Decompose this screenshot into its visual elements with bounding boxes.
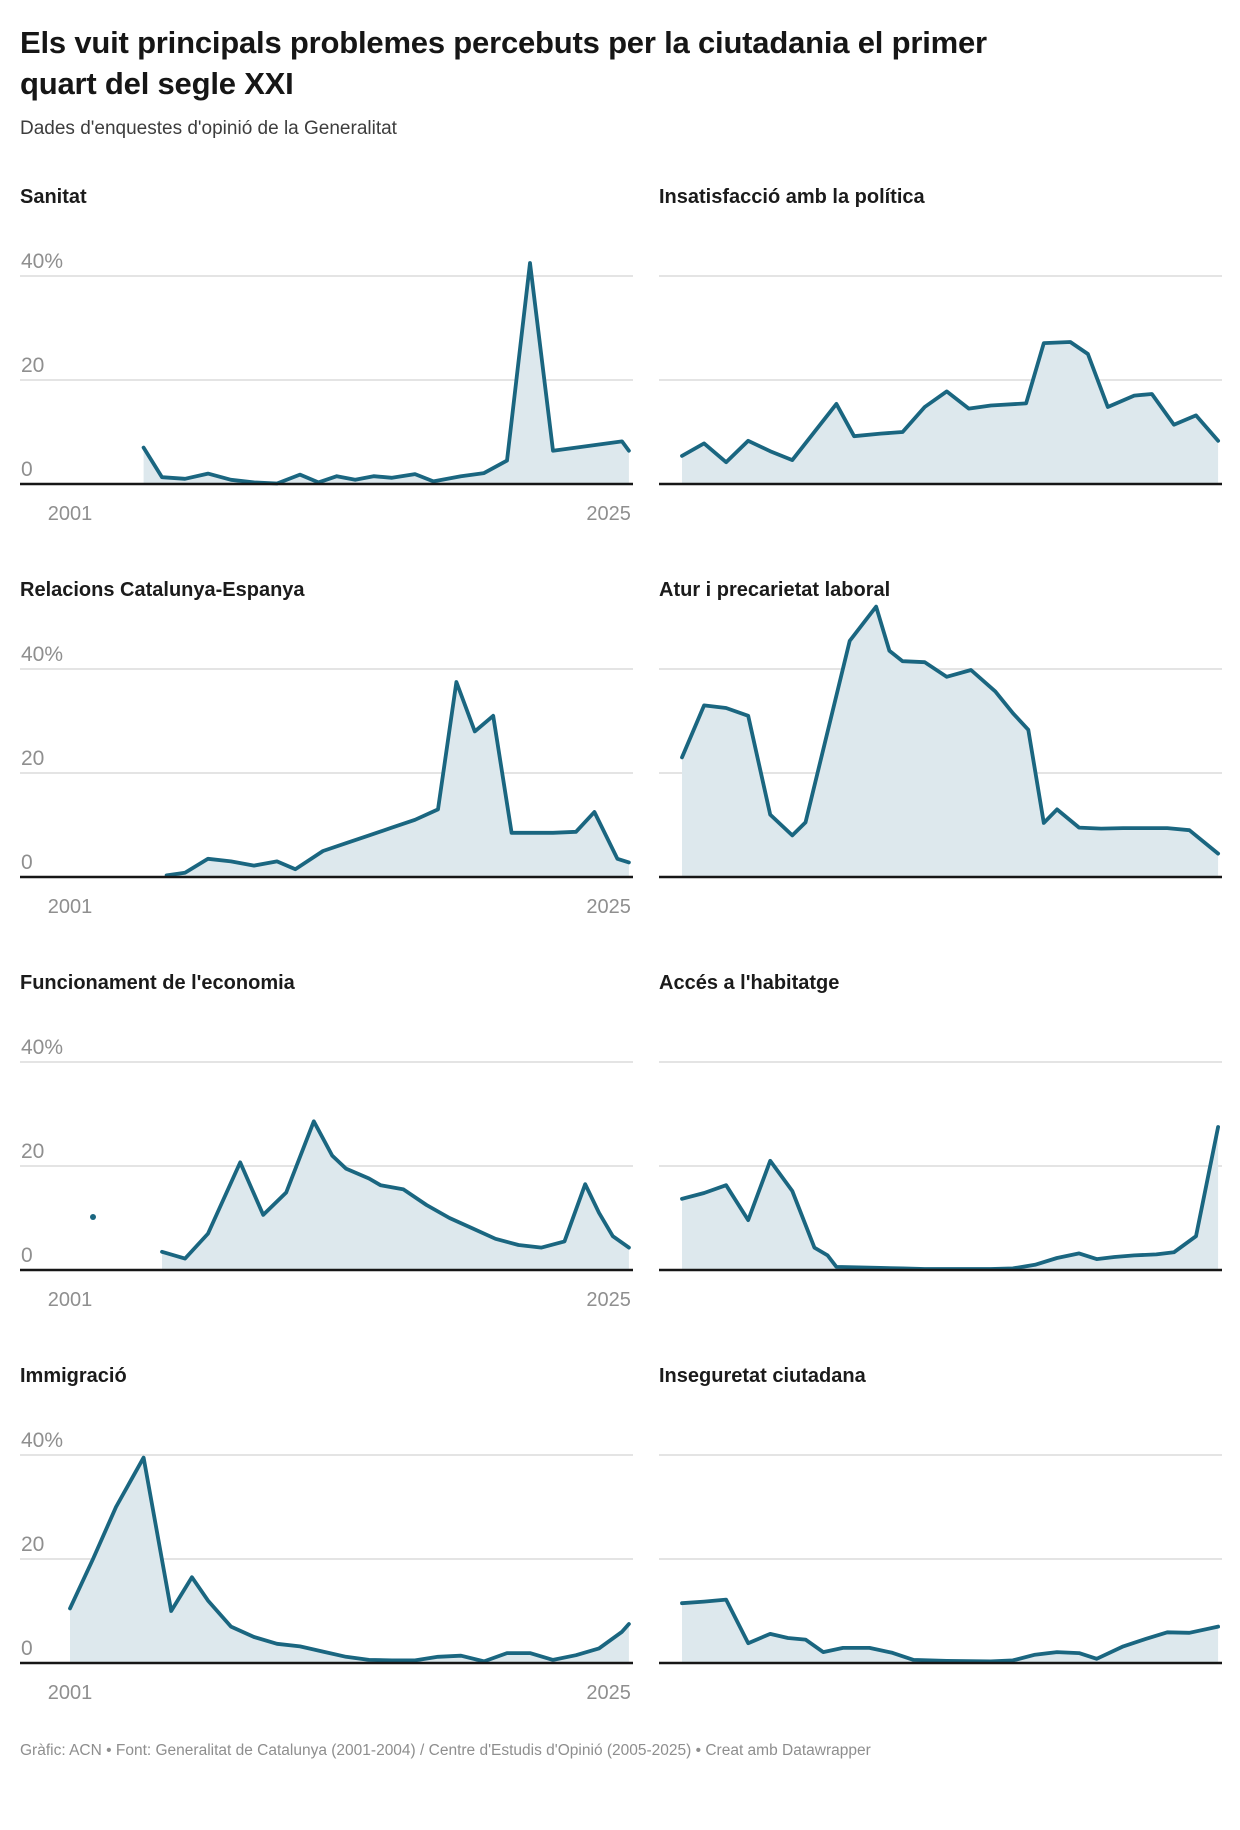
x-axis-labels: 2001 2025 — [20, 503, 633, 529]
chart-panel-sanitat: Sanitat 40% 20 0 2001 2025 — [20, 186, 633, 529]
chart-panel-inseguretat: Inseguretat ciutadana — [659, 1365, 1222, 1708]
chart-panel-immigracio: Immigració 40% 20 0 2001 2025 — [20, 1365, 633, 1708]
svg-text:0: 0 — [21, 1244, 33, 1267]
svg-text:20: 20 — [21, 354, 44, 377]
chart-panel-politica: Insatisfacció amb la política — [659, 186, 1222, 529]
svg-text:40%: 40% — [21, 643, 63, 666]
x-axis-labels: 2001 2025 — [20, 896, 633, 922]
x-tick-2001: 2001 — [47, 503, 93, 526]
svg-text:40%: 40% — [21, 1036, 63, 1059]
area-chart-atur — [659, 592, 1222, 892]
chart-panel-title: Atur i precarietat laboral — [659, 579, 891, 602]
chart-panel-title: Inseguretat ciutadana — [659, 1365, 866, 1388]
svg-text:20: 20 — [21, 1140, 44, 1163]
svg-text:40%: 40% — [21, 1429, 63, 1452]
page: Els vuit principals problemes percebuts … — [20, 22, 1222, 1760]
chart-panel-economia: Funcionament de l'economia 40% 20 0 2001 2… — [20, 972, 633, 1315]
chart-header: Els vuit principals problemes percebuts … — [20, 22, 1222, 140]
chart-panel-habitatge: Accés a l'habitatge — [659, 972, 1222, 1315]
x-axis-labels: 2001 2025 — [20, 1289, 633, 1315]
chart-panel-title: Immigració — [20, 1365, 127, 1388]
svg-text:20: 20 — [21, 747, 44, 770]
page-subtitle: Dades d'enquestes d'opinió de la General… — [20, 118, 397, 140]
area-chart-sanitat: 40% 20 0 — [20, 199, 633, 499]
svg-text:0: 0 — [21, 1637, 33, 1660]
x-tick-2025: 2025 — [586, 896, 631, 919]
chart-panel-relacions: Relacions Catalunya-Espanya 40% 20 0 2001 … — [20, 579, 633, 922]
source-credit: Gràfic: ACN • Font: Generalitat de Catal… — [20, 1742, 871, 1760]
chart-panel-title: Funcionament de l'economia — [20, 972, 295, 995]
svg-text:40%: 40% — [21, 250, 63, 273]
x-axis-labels: 2001 2025 — [20, 1682, 633, 1708]
area-chart-politica — [659, 199, 1222, 499]
chart-panel-title: Relacions Catalunya-Espanya — [20, 579, 305, 602]
area-chart-habitatge — [659, 985, 1222, 1285]
x-tick-2025: 2025 — [586, 1682, 631, 1705]
svg-text:0: 0 — [21, 458, 33, 481]
page-title: Els vuit principals problemes percebuts … — [20, 25, 987, 102]
small-multiples-grid: Sanitat 40% 20 0 2001 2025 Insatisfacció a… — [20, 186, 1222, 1708]
chart-panel-title: Insatisfacció amb la política — [659, 186, 925, 209]
chart-panel-title: Accés a l'habitatge — [659, 972, 840, 995]
x-tick-2025: 2025 — [586, 503, 631, 526]
svg-text:0: 0 — [21, 851, 33, 874]
chart-panel-atur: Atur i precarietat laboral — [659, 579, 1222, 922]
x-tick-2001: 2001 — [47, 1682, 93, 1705]
x-tick-2001: 2001 — [47, 1289, 93, 1312]
area-chart-inseguretat — [659, 1378, 1222, 1678]
x-tick-2001: 2001 — [47, 896, 93, 919]
area-chart-immigracio: 40% 20 0 — [20, 1378, 633, 1678]
svg-text:20: 20 — [21, 1533, 44, 1556]
chart-panel-title: Sanitat — [20, 186, 87, 209]
area-chart-relacions: 40% 20 0 — [20, 592, 633, 892]
x-tick-2025: 2025 — [586, 1289, 631, 1312]
area-chart-economia: 40% 20 0 — [20, 985, 633, 1285]
